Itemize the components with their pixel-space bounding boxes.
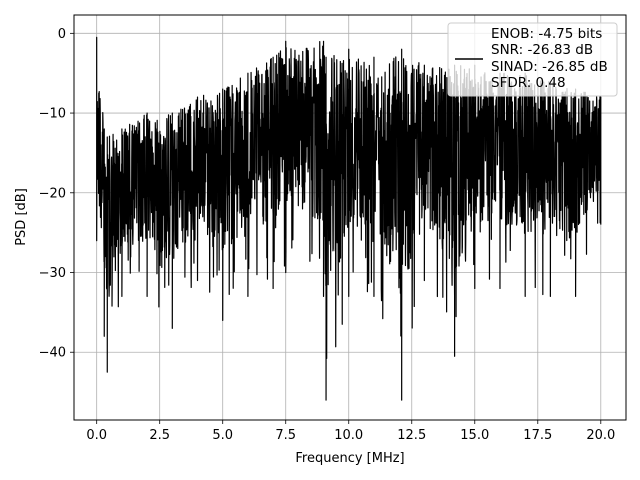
x-tick-label: 12.5 bbox=[397, 428, 426, 443]
x-tick-label: 10.0 bbox=[334, 428, 363, 443]
y-tick-label: −10 bbox=[39, 107, 66, 122]
x-tick-label: 2.5 bbox=[149, 428, 170, 443]
legend: ENOB: -4.75 bits SNR: -26.83 dB SINAD: -… bbox=[447, 22, 618, 97]
x-axis: 0.0 2.5 5.0 7.5 10.0 12.5 15.0 17.5 20.0 bbox=[86, 420, 615, 443]
plot-frame bbox=[73, 14, 627, 421]
legend-entry-line-1: ENOB: -4.75 bits bbox=[491, 26, 602, 42]
legend-entry-line-2: SNR: -26.83 dB bbox=[491, 42, 593, 58]
y-tick-label: 0 bbox=[58, 27, 66, 42]
x-tick-label: 0.0 bbox=[86, 428, 107, 443]
x-axis-label: Frequency [MHz] bbox=[295, 451, 404, 466]
x-tick-label: 15.0 bbox=[460, 428, 489, 443]
x-tick-label: 5.0 bbox=[212, 428, 233, 443]
y-tick-label: −20 bbox=[39, 186, 66, 201]
y-axis: 0 −10 −20 −30 −40 bbox=[39, 27, 74, 361]
x-tick-label: 20.0 bbox=[586, 428, 615, 443]
x-tick-label: 17.5 bbox=[523, 428, 552, 443]
legend-box bbox=[447, 22, 618, 97]
y-axis-label: PSD [dB] bbox=[14, 188, 29, 246]
y-tick-label: −40 bbox=[39, 346, 66, 361]
legend-entry-line-3: SINAD: -26.85 dB bbox=[491, 59, 608, 75]
x-tick-label: 7.5 bbox=[275, 428, 296, 443]
legend-entry-line-4: SFDR: 0.48 bbox=[491, 75, 566, 91]
psd-series-line bbox=[96, 36, 602, 401]
y-tick-label: −30 bbox=[39, 266, 66, 281]
series-layer bbox=[96, 36, 602, 401]
